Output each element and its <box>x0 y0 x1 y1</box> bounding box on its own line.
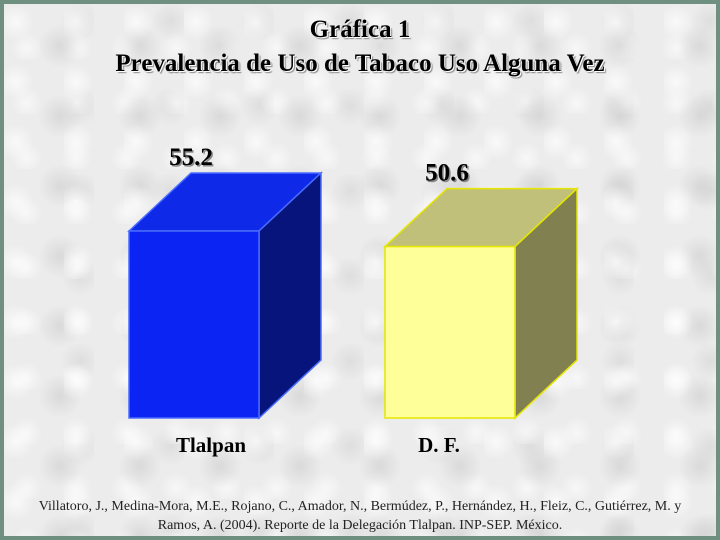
bar-1-category-label: Tlalpan <box>176 433 246 457</box>
bar-2-value-label: 50.6 <box>425 160 469 187</box>
bar-2-front-face <box>384 245 516 419</box>
chart-title: Gráfica 1 <box>309 16 411 43</box>
chart-frame: Gráfica 1 Prevalencia de Uso de Tabaco U… <box>4 4 716 536</box>
bar-2-value-label-shadow: 50.6 <box>427 161 471 188</box>
bar-2-category-label: D. F. <box>418 433 460 457</box>
bar-1-front-face <box>128 230 260 419</box>
bar-1-value-label-shadow: 55.2 <box>171 146 215 173</box>
source-citation: Villatoro, J., Medina-Mora, M.E., Rojano… <box>38 499 682 533</box>
chart-subtitle: Prevalencia de Uso de Tabaco Uso Alguna … <box>115 50 605 77</box>
bar-1-value-label: 55.2 <box>169 144 213 171</box>
